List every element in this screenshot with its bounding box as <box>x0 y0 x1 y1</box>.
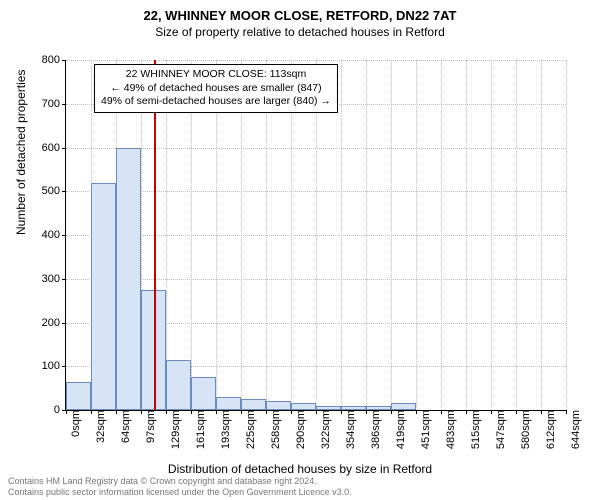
x-tick-label: 580sqm <box>516 410 532 470</box>
x-tick-label: 129sqm <box>166 410 182 470</box>
histogram-bar <box>116 148 141 411</box>
gridline-v <box>391 60 392 410</box>
gridline-v <box>416 60 417 410</box>
histogram-bar <box>166 360 191 410</box>
x-axis-label: Distribution of detached houses by size … <box>0 462 600 476</box>
y-tick-label: 300 <box>42 273 66 285</box>
chart-title: 22, WHINNEY MOOR CLOSE, RETFORD, DN22 7A… <box>0 0 600 23</box>
gridline-v <box>566 60 567 410</box>
y-tick-label: 100 <box>42 360 66 372</box>
y-tick-label: 800 <box>42 54 66 66</box>
x-tick-label: 258sqm <box>266 410 282 470</box>
x-tick-label: 0sqm <box>66 410 82 470</box>
x-tick-label: 290sqm <box>291 410 307 470</box>
y-tick-label: 600 <box>42 142 66 154</box>
histogram-bar <box>241 399 266 410</box>
x-tick-label: 97sqm <box>141 410 157 470</box>
histogram-bar <box>191 377 216 410</box>
x-tick-label: 354sqm <box>341 410 357 470</box>
gridline-v <box>491 60 492 410</box>
y-tick-label: 0 <box>54 404 66 416</box>
footer-line-2: Contains public sector information licen… <box>8 487 352 498</box>
annotation-line: ← 49% of detached houses are smaller (84… <box>101 82 331 96</box>
footer-line-1: Contains HM Land Registry data © Crown c… <box>8 476 352 487</box>
gridline-v <box>441 60 442 410</box>
chart-plot-area: 01002003004005006007008000sqm32sqm64sqm9… <box>65 60 566 411</box>
histogram-bar <box>366 406 391 410</box>
annotation-line: 22 WHINNEY MOOR CLOSE: 113sqm <box>101 68 331 82</box>
x-tick-label: 322sqm <box>316 410 332 470</box>
histogram-bar <box>91 183 116 411</box>
gridline-v <box>516 60 517 410</box>
x-tick-label: 515sqm <box>466 410 482 470</box>
chart-subtitle: Size of property relative to detached ho… <box>0 23 600 39</box>
x-tick-label: 32sqm <box>91 410 107 470</box>
x-tick-label: 451sqm <box>416 410 432 470</box>
x-tick-label: 612sqm <box>541 410 557 470</box>
gridline-v <box>541 60 542 410</box>
x-tick-label: 193sqm <box>216 410 232 470</box>
y-tick-label: 500 <box>42 185 66 197</box>
y-tick-label: 400 <box>42 229 66 241</box>
histogram-bar <box>391 403 416 410</box>
y-axis-label: Number of detached properties <box>14 70 28 235</box>
y-tick-label: 700 <box>42 98 66 110</box>
x-tick-label: 644sqm <box>566 410 582 470</box>
x-tick-label: 419sqm <box>391 410 407 470</box>
histogram-bar <box>291 403 316 410</box>
histogram-bar <box>216 397 241 410</box>
histogram-bar <box>341 406 366 410</box>
attribution-footer: Contains HM Land Registry data © Crown c… <box>8 476 352 498</box>
gridline-v <box>466 60 467 410</box>
gridline-v <box>341 60 342 410</box>
x-tick-label: 386sqm <box>366 410 382 470</box>
x-tick-label: 64sqm <box>116 410 132 470</box>
y-tick-label: 200 <box>42 317 66 329</box>
x-tick-label: 161sqm <box>191 410 207 470</box>
histogram-bar <box>316 406 341 410</box>
histogram-bar <box>66 382 91 410</box>
x-tick-label: 225sqm <box>241 410 257 470</box>
histogram-bar <box>266 401 291 410</box>
gridline-v <box>366 60 367 410</box>
annotation-line: 49% of semi-detached houses are larger (… <box>101 95 331 109</box>
annotation-box: 22 WHINNEY MOOR CLOSE: 113sqm← 49% of de… <box>94 64 338 113</box>
x-tick-label: 547sqm <box>491 410 507 470</box>
x-tick-label: 483sqm <box>441 410 457 470</box>
